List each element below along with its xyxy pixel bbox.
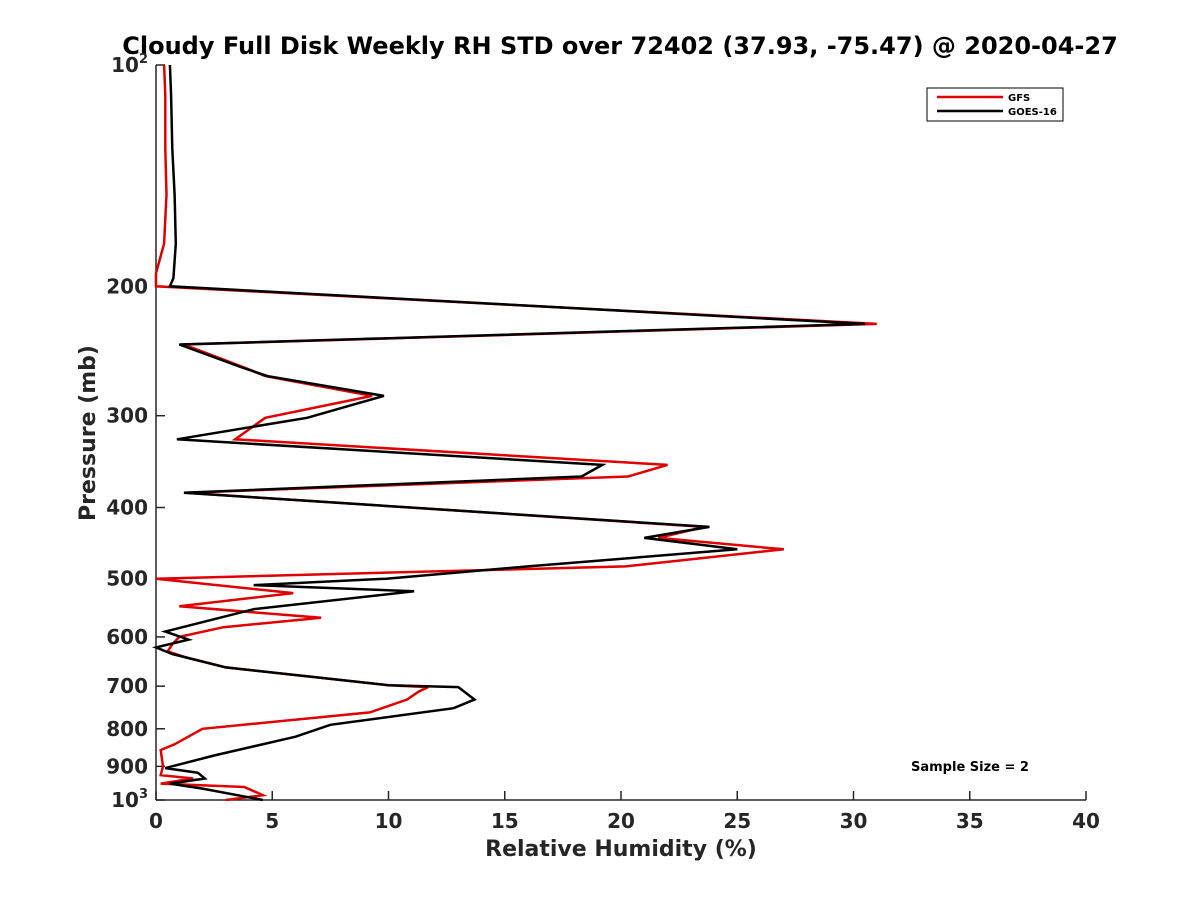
series-line-goes-16 — [151, 64, 866, 802]
legend-label-goes16: GOES-16 — [1008, 107, 1057, 118]
legend-label-gfs: GFS — [1008, 93, 1030, 104]
x-tick-label: 40 — [1072, 809, 1100, 833]
y-tick-label: 300 — [106, 404, 148, 428]
x-axis-label: Relative Humidity (%) — [485, 837, 757, 862]
legend-box — [926, 87, 1064, 122]
data-series — [151, 64, 877, 802]
y-axis-ticks: 102 200 300 400 500 600 700 800 900 103 — [106, 52, 165, 812]
legend: GFS GOES-16 — [926, 87, 1064, 122]
y-tick-label: 102 — [111, 52, 148, 77]
y-axis-label: Pressure (mb) — [76, 345, 101, 521]
x-tick-label: 20 — [607, 809, 635, 833]
x-tick-label: 15 — [491, 809, 519, 833]
x-tick-label: 35 — [956, 809, 984, 833]
y-tick-label: 400 — [106, 496, 148, 520]
sample-size-annotation: Sample Size = 2 — [911, 760, 1029, 775]
y-tick-label: 900 — [106, 754, 148, 778]
y-tick-label: 200 — [106, 274, 148, 298]
y-tick-label: 500 — [106, 567, 148, 591]
x-tick-label: 25 — [723, 809, 751, 833]
x-tick-label: 0 — [149, 809, 163, 833]
y-tick-label: 600 — [106, 625, 148, 649]
y-tick-label: 103 — [111, 787, 148, 812]
chart-title: Cloudy Full Disk Weekly RH STD over 7240… — [122, 32, 1118, 60]
x-tick-label: 5 — [265, 809, 279, 833]
x-axis-ticks: 0 5 10 15 20 25 30 35 40 — [149, 791, 1100, 833]
y-tick-label: 700 — [106, 674, 148, 698]
x-tick-label: 10 — [375, 809, 403, 833]
x-tick-label: 30 — [840, 809, 868, 833]
y-tick-label: 800 — [106, 717, 148, 741]
